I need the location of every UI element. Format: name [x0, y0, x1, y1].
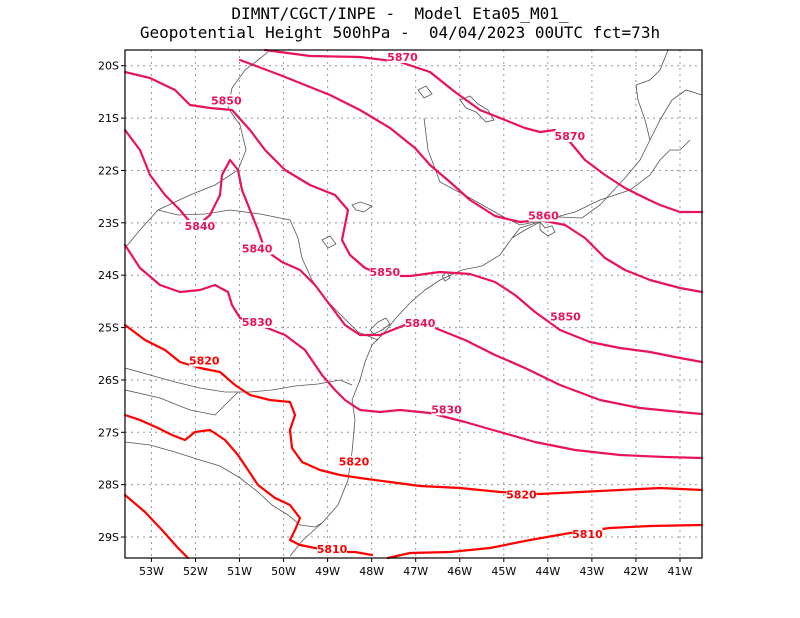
contour-label: 5840 [405, 317, 436, 330]
contour-label: 5810 [317, 543, 348, 556]
map-title: DIMNT/CGCT/INPE - Model Eta05_M01_ Geopo… [0, 4, 800, 42]
contour-label-bg [506, 488, 537, 501]
lon-tick-label: 49W [315, 565, 340, 578]
contour-5810-b [386, 523, 704, 560]
contour-label-bg [369, 266, 400, 279]
mg-es-border [635, 49, 669, 141]
lake-reservoir-3 [321, 235, 337, 249]
lake-reservoir-1 [459, 95, 495, 123]
title-line-1: DIMNT/CGCT/INPE - Model Eta05_M01_ [231, 4, 569, 23]
sp-rj-border [423, 117, 561, 226]
contour-label-bg [528, 209, 559, 222]
contour-5830 [123, 243, 704, 460]
argentina-border [124, 389, 239, 416]
lon-tick-label: 44W [535, 565, 560, 578]
contour-label: 5870 [387, 51, 418, 64]
contour-label-bg [550, 310, 581, 323]
contour-5820-a [123, 323, 704, 496]
lon-tick-label: 45W [491, 565, 516, 578]
lat-tick-label: 28S [98, 479, 119, 492]
height-contours [123, 48, 704, 560]
contour-label: 5870 [555, 130, 586, 143]
contour-label-bg [554, 129, 585, 142]
lat-tick-label: 20S [98, 60, 119, 73]
contour-label: 5810 [572, 528, 603, 541]
contour-5850 [123, 70, 704, 364]
lon-tick-label: 47W [403, 565, 428, 578]
guanabara-bay [539, 220, 556, 237]
contour-label: 5830 [242, 316, 273, 329]
contour-label: 5820 [339, 456, 370, 469]
contour-5860 [238, 58, 704, 294]
lat-tick-label: 27S [98, 426, 119, 439]
sp-mg-border [124, 51, 269, 249]
contour-label: 5850 [370, 266, 401, 279]
contour-labels: 5870 5870 5860 5850 5850 5850 5840 5840 5840 5830… [184, 50, 603, 556]
contour-label: 5820 [506, 489, 537, 502]
sc-rs-border [124, 441, 323, 528]
coastline [289, 89, 703, 557]
contour-label-bg [405, 316, 436, 329]
lon-tick-label: 50W [271, 565, 296, 578]
lon-tick-label: 48W [359, 565, 384, 578]
contour-label-bg [242, 242, 273, 255]
contour-label-bg [184, 220, 215, 233]
lon-tick-label: 46W [447, 565, 472, 578]
lon-tick-label: 42W [623, 565, 648, 578]
lat-tick-label: 25S [98, 322, 119, 335]
contour-label: 5840 [185, 220, 216, 233]
lon-tick-label: 53W [139, 565, 164, 578]
sp-pr-border [157, 209, 379, 341]
contour-5810-a [123, 493, 190, 560]
contour-label-bg [317, 543, 348, 556]
contour-label-bg [339, 455, 370, 468]
lon-tick-label: 43W [579, 565, 604, 578]
contour-label: 5840 [242, 243, 273, 256]
contour-label-bg [211, 94, 242, 107]
contour-5870 [263, 48, 704, 214]
lat-tick-label: 24S [98, 269, 119, 282]
contour-label-bg [242, 315, 273, 328]
contour-label: 5820 [189, 355, 220, 368]
lake-reservoir-4 [417, 85, 433, 99]
contour-label: 5830 [431, 403, 462, 416]
lon-tick-label: 41W [668, 565, 693, 578]
lon-tick-label: 52W [183, 565, 208, 578]
lat-tick-label: 23S [98, 217, 119, 230]
map-frame [124, 49, 703, 559]
contour-label-bg [431, 403, 462, 416]
longitude-axis: 53W 52W 51W 50W 49W 48W 47W 46W 45W 44W 43W 42W 41W [139, 558, 693, 578]
lat-tick-label: 29S [98, 531, 119, 544]
contour-label-bg [387, 50, 418, 63]
lon-tick-label: 51W [227, 565, 252, 578]
lake-reservoir-2 [351, 201, 373, 213]
contour-label: 5860 [528, 210, 559, 223]
contour-5820-b [123, 413, 374, 557]
grid-lines [125, 50, 702, 558]
contour-label: 5850 [550, 311, 581, 324]
contour-label-bg [572, 528, 603, 541]
state-borders [124, 49, 703, 557]
title-line-2: Geopotential Height 500hPa - 04/04/2023 … [139, 23, 661, 42]
latitude-axis: 20S 21S 22S 23S 24S 25S 26S 27S 28S 29S [98, 60, 125, 544]
pr-sc-border [124, 367, 353, 393]
lat-tick-label: 26S [98, 374, 119, 387]
contour-label: 5850 [211, 94, 242, 107]
contour-label-bg [189, 354, 220, 367]
lat-tick-label: 22S [98, 164, 119, 177]
lat-tick-label: 21S [98, 112, 119, 125]
